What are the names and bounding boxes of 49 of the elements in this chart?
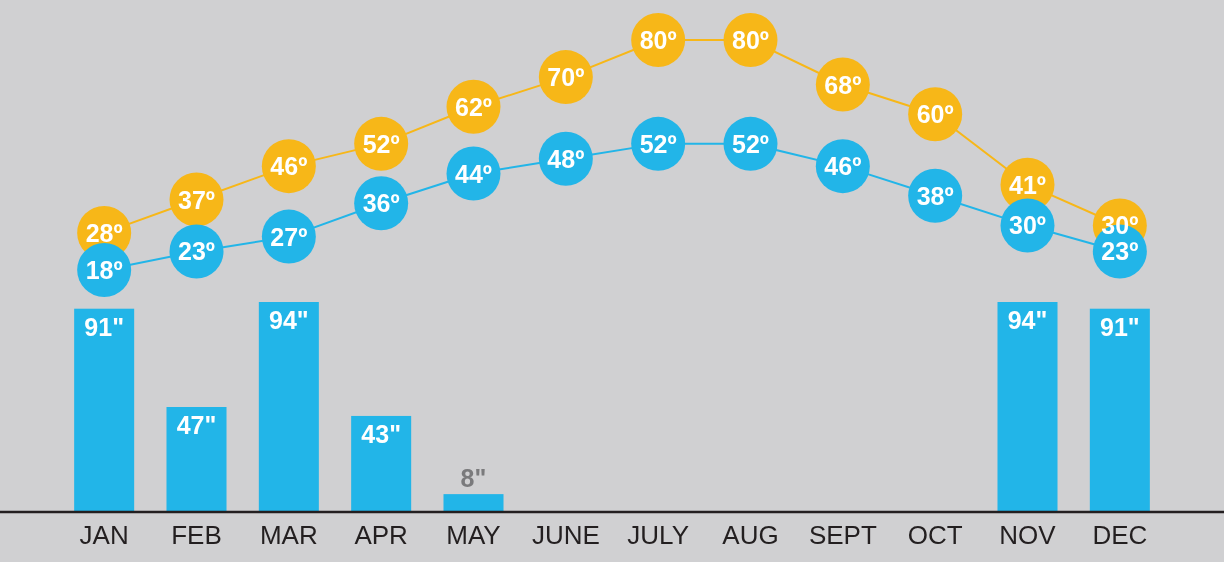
x-tick-label: OCT xyxy=(907,520,963,551)
data-label: 52º xyxy=(639,129,677,158)
x-tick-label: MAY xyxy=(446,520,501,551)
bar xyxy=(74,308,135,512)
x-tick-label: JUNE xyxy=(531,520,600,551)
bar xyxy=(258,302,319,512)
x-tick-label: JULY xyxy=(627,520,689,551)
data-label: 43" xyxy=(361,419,401,448)
data-label: 46º xyxy=(824,152,862,181)
x-tick-label: SEPT xyxy=(808,520,877,551)
bar xyxy=(1089,308,1150,512)
data-label: 27º xyxy=(270,222,308,251)
x-tick-label: AUG xyxy=(722,520,779,551)
data-label: 38º xyxy=(916,181,954,210)
data-label: 36º xyxy=(362,189,400,218)
data-label: 18º xyxy=(85,256,123,284)
data-label: 91" xyxy=(84,312,124,341)
data-label: 44º xyxy=(455,159,492,188)
data-label: 52º xyxy=(362,129,400,158)
data-label: 60º xyxy=(916,100,954,129)
data-label: 46º xyxy=(270,152,308,181)
x-tick-label: APR xyxy=(354,520,408,551)
data-label: 70º xyxy=(547,63,585,92)
x-tick-label: DEC xyxy=(1092,520,1148,551)
data-label: 91" xyxy=(1100,312,1140,341)
x-tick-label: FEB xyxy=(171,520,222,551)
data-label: 68º xyxy=(824,70,862,99)
data-label: 48º xyxy=(547,144,585,173)
data-label: 28º xyxy=(85,218,123,247)
x-tick-label: NOV xyxy=(999,520,1057,551)
data-label: 62º xyxy=(455,92,492,121)
bar xyxy=(443,494,504,512)
data-label: 94" xyxy=(269,306,309,334)
data-label: 37º xyxy=(178,185,215,214)
data-label: 23º xyxy=(178,237,215,266)
x-tick-label: JAN xyxy=(79,520,129,551)
data-label: 94" xyxy=(1007,306,1048,334)
data-label: 30º xyxy=(1009,211,1046,240)
bar xyxy=(997,302,1058,512)
data-label: 47" xyxy=(176,411,217,439)
data-label: 52º xyxy=(732,129,769,158)
data-label: 41º xyxy=(1009,170,1046,199)
bar xyxy=(351,415,412,512)
data-label: 80º xyxy=(639,26,677,54)
data-label: 8" xyxy=(460,464,487,493)
bar xyxy=(166,407,227,512)
data-label: 23º xyxy=(1101,237,1139,266)
data-label: 80º xyxy=(732,26,769,54)
x-tick-label: MAR xyxy=(259,520,318,551)
